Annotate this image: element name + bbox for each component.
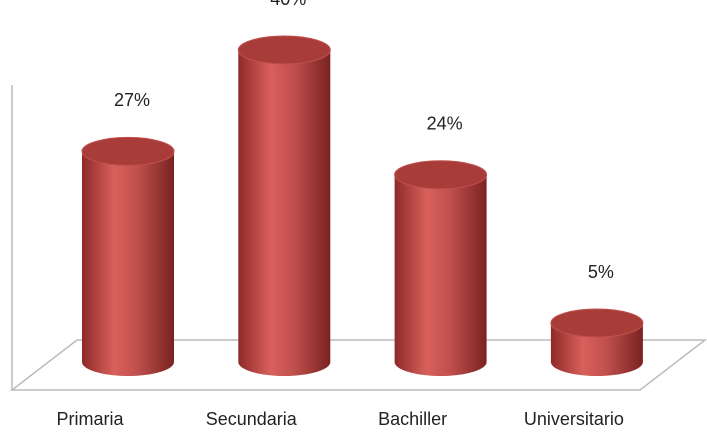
bar-top [550, 308, 644, 338]
bar-top [81, 136, 175, 166]
value-label: 5% [588, 262, 614, 282]
value-label: 27% [114, 90, 150, 110]
x-tick-label: Secundaria [206, 409, 298, 429]
value-label: 24% [427, 114, 463, 134]
bar [82, 151, 174, 376]
bar [238, 50, 331, 376]
x-tick-label: Bachiller [378, 409, 447, 429]
x-tick-label: Primaria [56, 409, 124, 429]
floor [9, 339, 707, 391]
value-label: 40% [270, 0, 306, 9]
bar [394, 174, 487, 376]
bar-top [237, 35, 331, 65]
bar [550, 323, 643, 376]
x-tick-label: Universitario [524, 409, 624, 429]
bar-top [394, 160, 488, 190]
